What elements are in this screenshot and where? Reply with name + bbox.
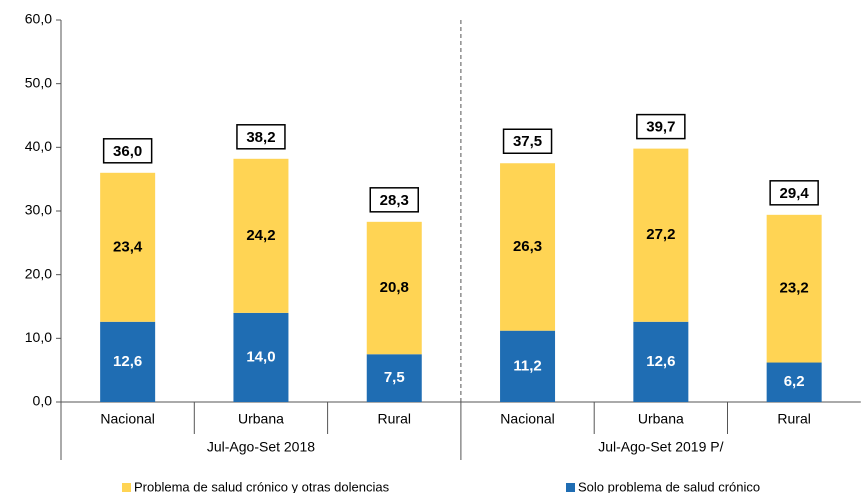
total-label: 38,2 bbox=[246, 129, 275, 146]
x-tick-label: Nacional bbox=[100, 411, 154, 427]
bar-segment bbox=[366, 221, 422, 355]
total-label: 39,7 bbox=[646, 119, 675, 136]
y-tick-label: 30,0 bbox=[25, 202, 52, 218]
bar-segment bbox=[366, 354, 422, 402]
total-box bbox=[636, 113, 686, 140]
bar-segment bbox=[500, 163, 556, 331]
legend-swatch bbox=[566, 483, 575, 492]
data-label: 20,8 bbox=[380, 279, 409, 296]
data-label: 6,2 bbox=[784, 373, 805, 390]
data-label: 11,2 bbox=[513, 357, 541, 374]
total-label: 36,0 bbox=[113, 143, 142, 160]
bar-segment bbox=[500, 330, 556, 402]
y-tick-label: 40,0 bbox=[25, 138, 52, 154]
bar-segment bbox=[633, 148, 689, 322]
data-label: 24,2 bbox=[246, 227, 275, 244]
data-label: 7,5 bbox=[384, 369, 405, 386]
group-label: Jul-Ago-Set 2019 P/ bbox=[598, 439, 723, 455]
total-label: 37,5 bbox=[513, 133, 542, 150]
bar-segment bbox=[233, 312, 289, 402]
total-box bbox=[502, 128, 553, 154]
x-tick-label: Rural bbox=[378, 411, 411, 427]
data-label: 14,0 bbox=[246, 348, 275, 365]
bar-segment bbox=[766, 214, 822, 363]
total-box bbox=[102, 138, 153, 164]
bar-segment bbox=[633, 321, 689, 402]
total-label: 28,3 bbox=[380, 192, 409, 209]
bar-segment bbox=[100, 172, 156, 322]
x-tick-label: Rural bbox=[777, 411, 810, 427]
y-tick-label: 20,0 bbox=[25, 265, 52, 281]
x-tick-label: Nacional bbox=[500, 411, 554, 427]
data-label: 23,4 bbox=[113, 238, 143, 255]
total-box bbox=[369, 187, 419, 213]
data-label: 23,2 bbox=[780, 280, 809, 297]
total-label: 29,4 bbox=[780, 185, 810, 202]
bar-segment bbox=[766, 362, 822, 402]
legend-swatch bbox=[122, 483, 131, 492]
group-label: Jul-Ago-Set 2018 bbox=[207, 439, 315, 455]
data-label: 27,2 bbox=[646, 226, 675, 243]
y-tick-label: 60,0 bbox=[25, 11, 52, 27]
y-tick-label: 10,0 bbox=[25, 329, 52, 345]
data-label: 12,6 bbox=[113, 353, 142, 370]
bar-segment bbox=[100, 321, 156, 402]
x-tick-label: Urbana bbox=[638, 411, 684, 427]
legend-label: Solo problema de salud crónico bbox=[578, 479, 760, 493]
y-tick-label: 50,0 bbox=[25, 74, 52, 90]
data-label: 12,6 bbox=[646, 353, 675, 370]
bar-segment bbox=[233, 158, 289, 313]
total-box bbox=[769, 180, 819, 206]
data-label: 26,3 bbox=[513, 238, 542, 255]
y-tick-label: 0,0 bbox=[33, 393, 53, 409]
legend-label: Problema de salud crónico y otras dolenc… bbox=[134, 479, 390, 493]
total-box bbox=[236, 124, 286, 150]
x-tick-label: Urbana bbox=[238, 411, 284, 427]
